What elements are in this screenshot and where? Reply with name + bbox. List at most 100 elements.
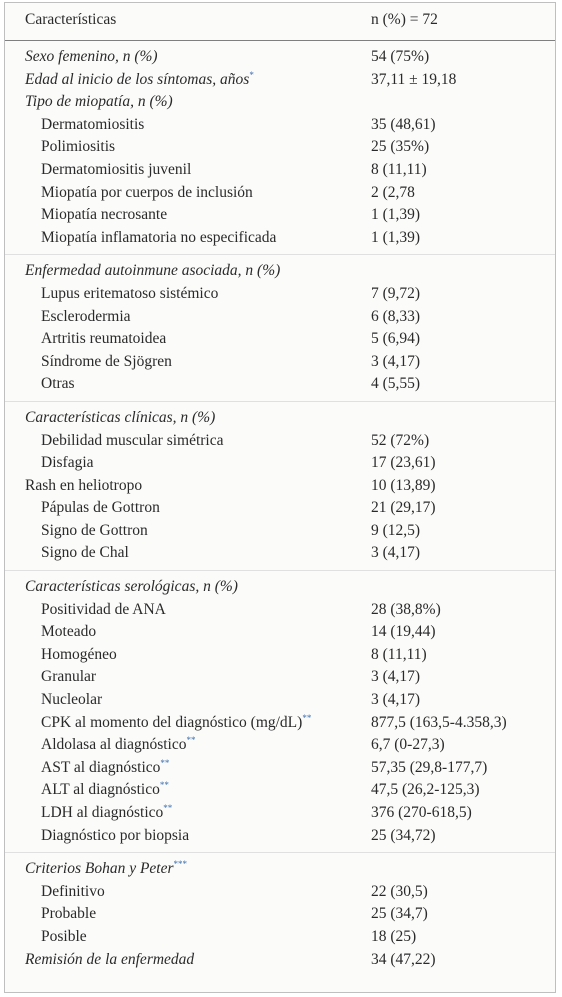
- row-value: [371, 91, 555, 114]
- table-row: Miopatía por cuerpos de inclusión 2 (2,78: [5, 182, 555, 205]
- row-value: 6 (8,33): [371, 307, 421, 325]
- row-label: Características serológicas, n (%): [5, 576, 371, 599]
- row-label: Dermatomiositis: [5, 114, 371, 137]
- row-label: Nucleolar: [5, 689, 371, 712]
- table-row: Moteado 14 (19,44): [5, 621, 555, 644]
- label-text: Enfermedad autoinmune asociada, n (%): [25, 262, 281, 280]
- table-row: Homogéneo 8 (11,11): [5, 644, 555, 667]
- label-text: Criterios Bohan y Peter: [25, 860, 174, 878]
- row-label: ALT al diagnóstico**: [5, 779, 371, 802]
- table-row: Pápulas de Gottron 21 (29,17): [5, 497, 555, 520]
- table-row: Disfagia 17 (23,61): [5, 452, 555, 475]
- table-row: Miopatía necrosante 1 (1,39): [5, 204, 555, 227]
- row-label: Remisión de la enfermedad: [5, 949, 371, 972]
- header-cell: Características: [25, 11, 117, 28]
- row-label: Síndrome de Sjögren: [5, 351, 371, 374]
- row-label: LDH al diagnóstico**: [5, 802, 371, 825]
- table-section: Características clínicas, n (%) Debilidad…: [5, 402, 555, 572]
- row-value: 7 (9,72): [371, 284, 421, 302]
- table-row: Características clínicas, n (%): [5, 407, 555, 430]
- label-text: Características serológicas, n (%): [25, 578, 238, 596]
- table: Características n (%) = 72 Sexo femenino…: [4, 2, 556, 993]
- table-row: Edad al inicio de los síntomas, años* 37,…: [5, 69, 555, 92]
- row-label: Positividad de ANA: [5, 599, 371, 622]
- table-row: Lupus eritematoso sistémico 7 (9,72): [5, 283, 555, 306]
- table-row: LDH al diagnóstico** 376 (270-618,5): [5, 802, 555, 825]
- label-text: ALT al diagnóstico: [41, 781, 160, 799]
- row-label: Sexo femenino, n (%): [5, 46, 371, 69]
- label-text: Disfagia: [41, 454, 94, 472]
- table-row: ALT al diagnóstico** 47,5 (26,2-125,3): [5, 779, 555, 802]
- label-text: Polimiositis: [41, 138, 116, 156]
- row-label: CPK al momento del diagnóstico (mg/dL)**: [5, 712, 371, 735]
- label-text: AST al diagnóstico: [41, 758, 161, 776]
- label-text: LDH al diagnóstico: [41, 804, 164, 821]
- row-label: Miopatía necrosante: [5, 204, 371, 227]
- row-label: AST al diagnóstico**: [5, 757, 371, 780]
- footnote-mark: **: [160, 757, 170, 768]
- row-label: Debilidad muscular simétrica: [5, 430, 371, 453]
- row-label: Enfermedad autoinmune asociada, n (%): [5, 260, 371, 283]
- table-row: Posible 18 (25): [5, 926, 555, 949]
- row-value: 877,5 (163,5-4.358,3): [371, 713, 507, 731]
- row-label: Dermatomiositis juvenil: [5, 159, 371, 182]
- row-value: 10 (13,89): [371, 476, 436, 494]
- row-label: Disfagia: [5, 452, 371, 475]
- label-text: Moteado: [41, 623, 97, 641]
- header-row: Características n (%) = 72: [5, 3, 555, 41]
- label-text: Diagnóstico por biopsia: [41, 826, 190, 844]
- label-text: Dermatomiositis: [41, 115, 145, 133]
- label-text: Tipo de miopatía, n (%): [25, 93, 173, 111]
- row-value: 28 (38,8%): [371, 600, 441, 618]
- row-value: 25 (34,72): [371, 826, 436, 844]
- row-value: 6,7 (0-27,3): [371, 736, 445, 754]
- row-value: 18 (25): [371, 927, 417, 945]
- footnote-mark: ***: [173, 859, 188, 870]
- row-label: Miopatía inflamatoria no especificada: [5, 227, 371, 250]
- label-text: Características clínicas, n (%): [25, 408, 216, 426]
- row-value: 22 (30,5): [371, 882, 428, 900]
- table-section: Características serológicas, n (%) Positi…: [5, 571, 555, 854]
- label-text: Otras: [41, 375, 75, 393]
- row-label: Granular: [5, 666, 371, 689]
- row-label: Aldolasa al diagnóstico**: [5, 734, 371, 757]
- row-value: 376 (270-618,5): [371, 804, 472, 821]
- label-text: Remisión de la enfermedad: [25, 950, 195, 968]
- row-value: 3 (4,17): [371, 544, 421, 562]
- row-label: Posible: [5, 926, 371, 949]
- row-value: 1 (1,39): [371, 206, 421, 224]
- row-value: 25 (34,7): [371, 905, 428, 923]
- label-text: Edad al inicio de los síntomas, años: [25, 70, 250, 88]
- table-row: Sexo femenino, n (%) 54 (75%): [5, 46, 555, 69]
- footnote-mark: **: [186, 735, 196, 746]
- row-label: Tipo de miopatía, n (%): [5, 91, 371, 114]
- label-text: Sexo femenino, n (%): [25, 48, 158, 65]
- table-section: Enfermedad autoinmune asociada, n (%) Lup…: [5, 255, 555, 402]
- row-value: [371, 260, 555, 283]
- table-row: Positividad de ANA 28 (38,8%): [5, 599, 555, 622]
- label-text: Definitivo: [41, 882, 105, 900]
- table-row: Enfermedad autoinmune asociada, n (%): [5, 260, 555, 283]
- row-label: Diagnóstico por biopsia: [5, 825, 371, 848]
- table-section: Criterios Bohan y Peter*** Definitivo 22 (…: [5, 853, 555, 976]
- row-value: 35 (48,61): [371, 115, 436, 133]
- row-label: Criterios Bohan y Peter***: [5, 858, 371, 881]
- table-row: Signo de Chal 3 (4,17): [5, 542, 555, 565]
- label-text: Miopatía necrosante: [41, 206, 168, 224]
- table-row: Rash en heliotropo 10 (13,89): [5, 475, 555, 498]
- row-value: 57,35 (29,8-177,7): [371, 758, 488, 776]
- row-label: Polimiositis: [5, 136, 371, 159]
- row-value: [371, 576, 555, 599]
- row-value: 54 (75%): [371, 48, 430, 65]
- row-label: Signo de Chal: [5, 542, 371, 565]
- header-cell: n (%) = 72: [371, 11, 438, 28]
- label-text: Positividad de ANA: [41, 600, 166, 618]
- label-text: Dermatomiositis juvenil: [41, 160, 192, 178]
- row-label: Lupus eritematoso sistémico: [5, 283, 371, 306]
- footnote-mark: **: [159, 780, 169, 791]
- table-row: Nucleolar 3 (4,17): [5, 689, 555, 712]
- row-value: 5 (6,94): [371, 330, 421, 348]
- row-label: Rash en heliotropo: [5, 475, 371, 498]
- table-row: CPK al momento del diagnóstico (mg/dL)**…: [5, 712, 555, 735]
